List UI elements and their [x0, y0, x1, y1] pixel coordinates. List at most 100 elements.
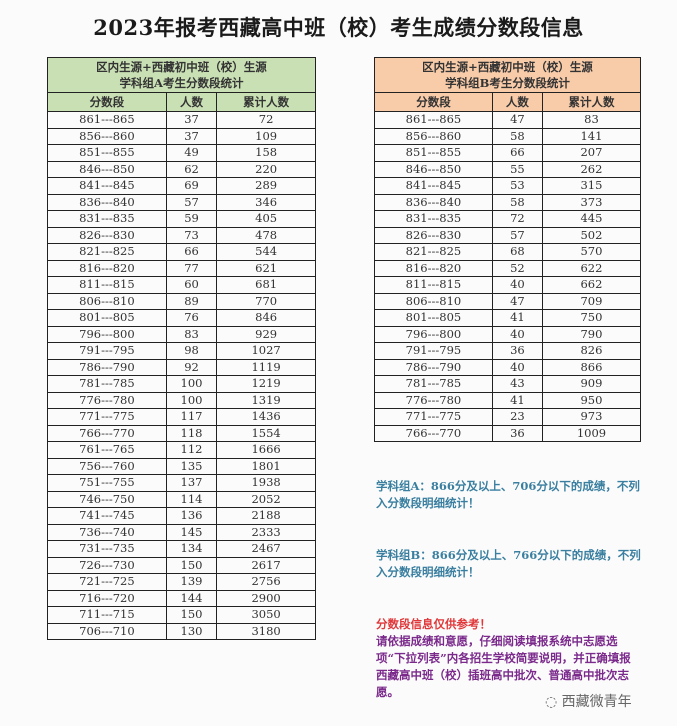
score-range-cell: 816---820: [47, 259, 167, 277]
score-range-cell: 831---835: [47, 210, 167, 228]
count-cell: 58: [491, 193, 543, 211]
count-cell: 37: [165, 111, 218, 129]
count-cell: 137: [165, 474, 218, 492]
table-group-b: 区内生源+西藏初中班（校）生源 学科组B考生分数段统计 分数段 人数 累计人数 861…: [374, 57, 642, 442]
score-range-cell: 771---775: [47, 408, 167, 426]
table-row: 706---710 130 3180: [47, 622, 316, 640]
table-row: 831---835 72 445: [374, 210, 642, 228]
count-cell: 89: [165, 292, 218, 310]
cumulative-cell: 262: [541, 160, 642, 178]
table-row: 856---860 37 109: [47, 127, 316, 145]
cumulative-cell: 3180: [216, 622, 316, 640]
score-range-cell: 826---830: [47, 226, 167, 244]
count-cell: 55: [491, 160, 543, 178]
count-cell: 47: [491, 111, 543, 129]
count-cell: 92: [165, 358, 218, 376]
caption-line: 区内生源+西藏初中班（校）生源: [96, 60, 267, 74]
cumulative-cell: 1009: [541, 424, 642, 442]
note-advice: 请依据成绩和意愿，仔细阅读填报系统中志愿选项“下拉列表”内各招生学校简要说明，并…: [376, 634, 631, 699]
count-cell: 43: [491, 375, 543, 393]
cumulative-cell: 1436: [216, 408, 316, 426]
table-row: 711---715 150 3050: [47, 606, 316, 624]
cumulative-cell: 502: [541, 226, 642, 244]
score-range-cell: 736---740: [47, 523, 167, 541]
page-title: 2023年报考西藏高中班（校）考生成绩分数段信息: [93, 15, 584, 40]
table-row: 806---810 89 770: [47, 292, 316, 310]
note-group-b: 学科组B：866分及以上、766分以下的成绩，不列入分数段明细统计！: [376, 548, 641, 579]
table-row: 786---790 40 866: [374, 358, 642, 376]
table-row: 736---740 145 2333: [47, 523, 316, 541]
score-range-cell: 821---825: [47, 243, 167, 261]
score-range-cell: 841---845: [47, 177, 167, 195]
table-a-caption: 区内生源+西藏初中班（校）生源 学科组A考生分数段统计: [47, 57, 316, 93]
table-row: 806---810 47 709: [374, 292, 642, 310]
cumulative-cell: 2900: [216, 589, 316, 607]
col-cumulative: 累计人数: [216, 92, 316, 112]
table-row: 861---865 37 72: [47, 111, 316, 129]
cumulative-cell: 109: [216, 127, 316, 145]
count-cell: 23: [491, 408, 543, 426]
cumulative-cell: 207: [541, 144, 642, 162]
count-cell: 36: [491, 342, 543, 360]
score-range-cell: 841---845: [374, 177, 493, 195]
score-range-cell: 856---860: [47, 127, 167, 145]
table-row: 801---805 41 750: [374, 309, 642, 327]
cumulative-cell: 544: [216, 243, 316, 261]
table-row: 776---780 100 1319: [47, 391, 316, 409]
score-range-cell: 806---810: [374, 292, 493, 310]
col-count: 人数: [491, 92, 543, 112]
cumulative-cell: 405: [216, 210, 316, 228]
count-cell: 47: [491, 292, 543, 310]
score-range-cell: 741---745: [47, 507, 167, 525]
count-cell: 118: [165, 424, 218, 442]
score-range-cell: 846---850: [47, 160, 167, 178]
count-cell: 58: [491, 127, 543, 145]
cumulative-cell: 709: [541, 292, 642, 310]
table-row: 816---820 52 622: [374, 259, 642, 277]
count-cell: 76: [165, 309, 218, 327]
cumulative-cell: 909: [541, 375, 642, 393]
table-row: 821---825 66 544: [47, 243, 316, 261]
table-b-caption: 区内生源+西藏初中班（校）生源 学科组B考生分数段统计: [374, 57, 641, 93]
table-row: 821---825 68 570: [374, 243, 642, 261]
score-range-cell: 711---715: [47, 606, 167, 624]
note-reference: 分数段信息仅供参考！: [376, 617, 491, 631]
score-range-cell: 811---815: [47, 276, 167, 294]
count-cell: 112: [165, 441, 218, 459]
count-cell: 114: [165, 490, 218, 508]
score-range-cell: 791---795: [374, 342, 493, 360]
table-row: 781---785 100 1219: [47, 375, 316, 393]
table-row: 791---795 36 826: [374, 342, 642, 360]
cumulative-cell: 346: [216, 193, 316, 211]
score-range-cell: 801---805: [374, 309, 493, 327]
table-row: 776---780 41 950: [374, 391, 642, 409]
cumulative-cell: 621: [216, 259, 316, 277]
caption-line: 区内生源+西藏初中班（校）生源: [422, 60, 593, 74]
cumulative-cell: 1219: [216, 375, 316, 393]
score-range-cell: 751---755: [47, 474, 167, 492]
score-range-cell: 766---770: [47, 424, 167, 442]
cumulative-cell: 289: [216, 177, 316, 195]
count-cell: 130: [165, 622, 218, 640]
count-cell: 40: [491, 325, 543, 343]
cumulative-cell: 445: [541, 210, 642, 228]
score-range-cell: 781---785: [374, 375, 493, 393]
count-cell: 144: [165, 589, 218, 607]
count-cell: 66: [165, 243, 218, 261]
cumulative-cell: 1027: [216, 342, 316, 360]
score-range-cell: 761---765: [47, 441, 167, 459]
score-range-cell: 861---865: [47, 111, 167, 129]
cumulative-cell: 770: [216, 292, 316, 310]
cumulative-cell: 929: [216, 325, 316, 343]
cumulative-cell: 72: [216, 111, 316, 129]
logo-text: 西藏微青年: [561, 694, 632, 710]
cumulative-cell: 2467: [216, 540, 316, 558]
count-cell: 52: [491, 259, 543, 277]
count-cell: 41: [491, 309, 543, 327]
col-count: 人数: [165, 92, 218, 112]
score-range-cell: 731---735: [47, 540, 167, 558]
col-cumulative: 累计人数: [541, 92, 642, 112]
table-row: 731---735 134 2467: [47, 540, 316, 558]
score-range-cell: 786---790: [47, 358, 167, 376]
cumulative-cell: 1666: [216, 441, 316, 459]
